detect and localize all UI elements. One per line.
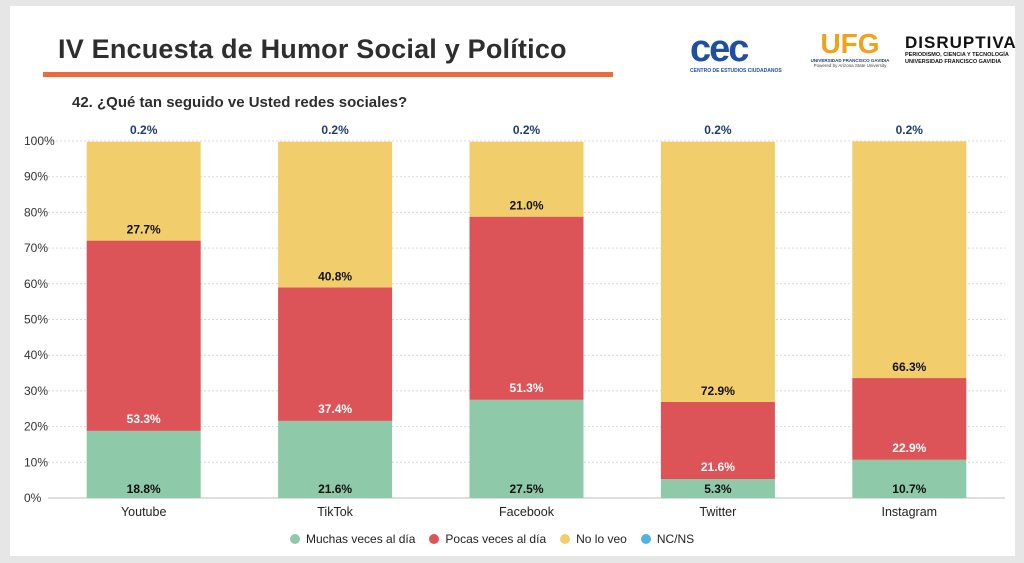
y-tick-label: 10% xyxy=(24,455,48,469)
data-label-muchas: 5.3% xyxy=(704,482,732,496)
data-label-no_lo_veo: 27.7% xyxy=(127,223,161,237)
data-label-nc_ns: 0.2% xyxy=(130,123,158,137)
bar-muchas xyxy=(86,430,201,498)
cec-logo: cec CENTRO DE ESTUDIOS CIUDADANOS xyxy=(690,28,782,80)
data-label-no_lo_veo: 72.9% xyxy=(701,384,735,398)
y-tick-label: 20% xyxy=(24,420,48,434)
data-label-nc_ns: 0.2% xyxy=(896,123,924,137)
bar-no_lo_veo xyxy=(660,141,775,402)
legend-swatch xyxy=(290,534,300,544)
y-tick-label: 100% xyxy=(24,134,55,148)
bar-pocas xyxy=(278,287,393,421)
data-label-pocas: 22.9% xyxy=(892,441,926,455)
question-text: 42. ¿Qué tan seguido ve Usted redes soci… xyxy=(72,94,408,111)
y-tick-label: 30% xyxy=(24,384,48,398)
disruptiva-logo-sub1: PERIODISMO, CIENCIA Y TECNOLOGÍA xyxy=(905,52,1009,58)
bar-pocas xyxy=(852,378,967,460)
legend-label: Pocas veces al día xyxy=(445,532,547,546)
cec-logo-subtitle: CENTRO DE ESTUDIOS CIUDADANOS xyxy=(690,68,782,74)
data-label-nc_ns: 0.2% xyxy=(321,123,349,137)
y-tick-label: 40% xyxy=(24,348,48,362)
legend-item: No lo veo xyxy=(560,532,627,546)
legend-swatch xyxy=(429,534,440,544)
legend-item: Pocas veces al día xyxy=(429,532,546,546)
legend-swatch xyxy=(560,534,571,544)
legend-item: NC/NS xyxy=(640,532,695,546)
bar-muchas xyxy=(660,479,775,498)
bar-no_lo_veo xyxy=(469,141,584,217)
legend-label: NC/NS xyxy=(656,532,695,546)
ufg-logo-text: UFG xyxy=(820,28,880,59)
page-title: IV Encuesta de Humor Social y Político xyxy=(58,34,567,64)
category-label: Twitter xyxy=(699,505,736,519)
bar-muchas xyxy=(852,459,967,498)
data-label-pocas: 21.6% xyxy=(701,460,735,474)
y-tick-label: 70% xyxy=(24,241,48,255)
legend-label: No lo veo xyxy=(576,532,627,546)
bar-pocas xyxy=(86,240,201,431)
category-label: Youtube xyxy=(121,505,166,519)
disruptiva-logo-sub2: UNIVERSIDAD FRANCISCO GAVIDIA xyxy=(905,59,1002,65)
ufg-logo: UFG UNIVERSIDAD FRANCISCO GAVIDIA Powere… xyxy=(805,30,895,84)
category-label: Facebook xyxy=(499,505,555,519)
data-label-muchas: 18.8% xyxy=(127,482,161,496)
cec-logo-text: cec xyxy=(690,28,749,70)
bar-no_lo_veo xyxy=(278,141,393,288)
data-label-pocas: 51.3% xyxy=(509,381,543,395)
y-tick-label: 90% xyxy=(24,170,48,184)
data-label-no_lo_veo: 21.0% xyxy=(509,199,543,213)
title-underline xyxy=(43,72,613,77)
category-label: TikTok xyxy=(317,505,353,519)
y-tick-label: 0% xyxy=(24,491,42,505)
data-label-pocas: 53.3% xyxy=(127,412,161,426)
category-label: Instagram xyxy=(882,505,938,519)
bar-muchas xyxy=(278,420,393,498)
ufg-logo-powered: Powered by Arizona State University xyxy=(813,63,887,68)
bar-no_lo_veo xyxy=(852,141,967,379)
data-label-no_lo_veo: 40.8% xyxy=(318,269,352,283)
legend-swatch xyxy=(640,534,651,544)
data-label-muchas: 27.5% xyxy=(509,482,543,496)
bar-pocas xyxy=(660,401,775,480)
ufg-logo-subtitle: UNIVERSIDAD FRANCISCO GAVIDIA xyxy=(810,58,890,63)
legend-item: Muchas veces al día xyxy=(290,532,415,546)
y-tick-label: 60% xyxy=(24,277,48,291)
bar-pocas xyxy=(469,216,584,400)
data-label-nc_ns: 0.2% xyxy=(513,123,541,137)
y-tick-label: 50% xyxy=(24,313,48,327)
data-label-nc_ns: 0.2% xyxy=(704,123,732,137)
data-label-muchas: 10.7% xyxy=(892,482,926,496)
disruptiva-logo-text: DISRUPTIVA xyxy=(905,33,1017,52)
data-label-no_lo_veo: 66.3% xyxy=(892,360,926,374)
chart-legend: Muchas veces al día Pocas veces al día No … xyxy=(290,532,694,546)
disruptiva-logo: DISRUPTIVA PERIODISMO, CIENCIA Y TECNOLO… xyxy=(905,33,1017,78)
bar-muchas xyxy=(469,399,584,498)
legend-label: Muchas veces al día xyxy=(306,532,416,546)
data-label-muchas: 21.6% xyxy=(318,482,352,496)
y-tick-label: 80% xyxy=(24,205,48,219)
data-label-pocas: 37.4% xyxy=(318,402,352,416)
bar-no_lo_veo xyxy=(86,141,201,241)
